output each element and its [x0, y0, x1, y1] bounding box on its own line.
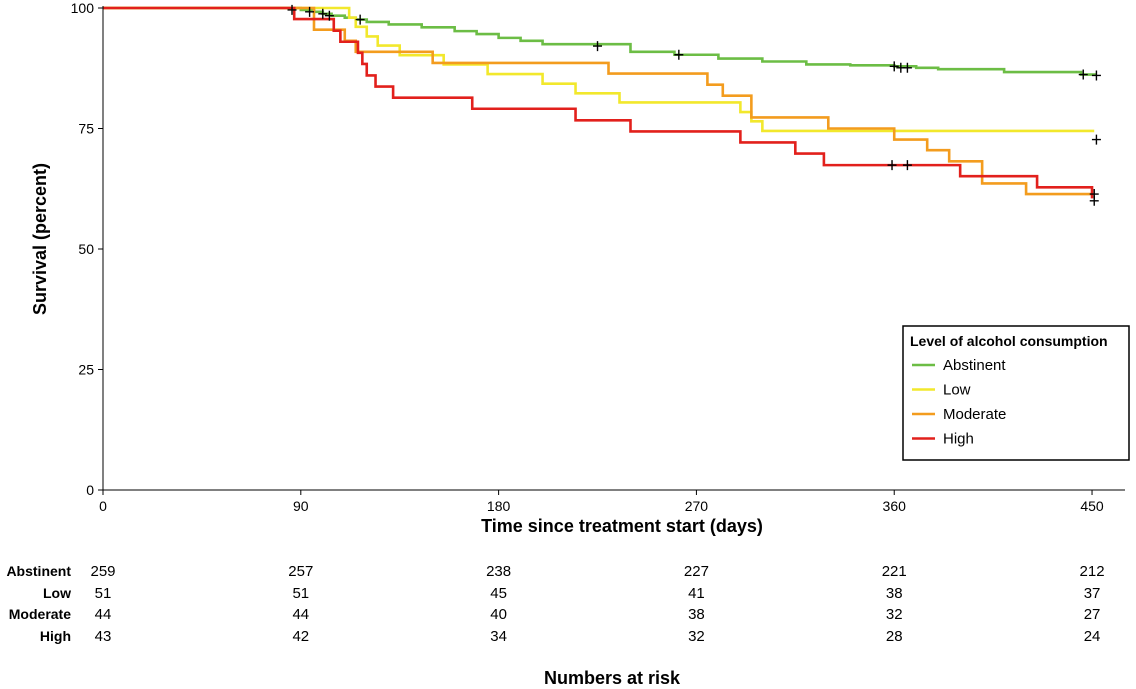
x-tick-label: 90 — [293, 498, 309, 514]
censor-mark-abstinent — [1078, 69, 1088, 80]
legend-title: Level of alcohol consumption — [910, 333, 1108, 349]
y-axis-title: Survival (percent) — [30, 163, 50, 315]
axes: 0 90 180 270 360 450 0 25 50 75 100 Time since tr… — [30, 0, 1125, 536]
x-tick-label: 0 — [99, 498, 107, 514]
risk-value-high: 32 — [688, 628, 705, 645]
censor-mark-abstinent — [324, 10, 334, 21]
x-tick-label: 360 — [883, 498, 907, 514]
survival-curves — [103, 4, 1101, 206]
y-tick-label: 50 — [78, 241, 94, 257]
risk-value-abstinent: 227 — [684, 563, 709, 580]
risk-value-low: 51 — [95, 585, 112, 602]
risk-value-moderate: 32 — [886, 606, 903, 623]
risk-row-name-abstinent: Abstinent — [6, 563, 71, 579]
censor-mark-abstinent — [305, 6, 315, 17]
risk-value-moderate: 38 — [688, 606, 705, 623]
risk-table: Abstinent 259 257 238 227 221 212 Low 51 51 45 41 38… — [6, 563, 1104, 688]
x-tick-label: 450 — [1080, 498, 1104, 514]
legend-box — [902, 325, 1130, 461]
censor-mark-abstinent — [287, 4, 297, 15]
x-axis-title: Time since treatment start (days) — [481, 516, 763, 536]
y-tick-label: 25 — [78, 362, 94, 378]
x-tick-label: 270 — [685, 498, 709, 514]
risk-value-moderate: 44 — [95, 606, 112, 623]
censor-mark-abstinent — [355, 14, 365, 25]
risk-row-name-moderate: Moderate — [9, 606, 71, 622]
censor-mark-abstinent — [1091, 70, 1101, 81]
risk-value-abstinent: 259 — [90, 563, 115, 580]
x-ticks: 0 90 180 270 360 450 — [99, 490, 1104, 514]
censor-mark-low — [1091, 134, 1101, 145]
risk-value-high: 42 — [292, 628, 309, 645]
risk-value-abstinent: 238 — [486, 563, 511, 580]
censor-mark-abstinent — [902, 62, 912, 73]
risk-value-moderate: 40 — [490, 606, 507, 623]
curve-high — [103, 6, 1094, 199]
risk-rows: Abstinent 259 257 238 227 221 212 Low 51 51 45 41 38… — [6, 563, 1104, 645]
risk-row-name-low: Low — [43, 585, 71, 601]
risk-value-abstinent: 212 — [1080, 563, 1105, 580]
risk-value-abstinent: 221 — [882, 563, 907, 580]
censor-mark-abstinent — [889, 61, 899, 72]
x-tick-label: 180 — [487, 498, 511, 514]
censor-mark-high — [887, 160, 897, 171]
risk-value-moderate: 44 — [292, 606, 309, 623]
legend-items: Abstinent Low Moderate High — [912, 357, 1006, 448]
censor-mark-high — [902, 160, 912, 171]
legend-label-moderate: Moderate — [943, 406, 1006, 423]
risk-row-name-high: High — [40, 628, 71, 644]
y-tick-label: 100 — [71, 0, 95, 16]
risk-value-abstinent: 257 — [288, 563, 313, 580]
risk-value-high: 28 — [886, 628, 903, 645]
risk-value-high: 43 — [95, 628, 112, 645]
legend: Level of alcohol consumption Abstinent Lo… — [902, 325, 1130, 461]
legend-label-low: Low — [943, 382, 971, 399]
curve-moderate — [103, 6, 1093, 196]
risk-value-low: 45 — [490, 585, 507, 602]
censor-mark-abstinent — [318, 8, 328, 19]
risk-value-high: 24 — [1084, 628, 1101, 645]
censor-mark-high — [1089, 195, 1099, 206]
y-tick-label: 75 — [78, 121, 94, 137]
curve-low — [103, 6, 1095, 133]
risk-value-high: 34 — [490, 628, 507, 645]
y-tick-label: 0 — [86, 482, 94, 498]
risk-value-low: 38 — [886, 585, 903, 602]
legend-label-abstinent: Abstinent — [943, 357, 1006, 374]
risk-value-low: 37 — [1084, 585, 1101, 602]
y-ticks: 0 25 50 75 100 — [71, 0, 103, 498]
censor-mark-abstinent — [593, 41, 603, 52]
risk-value-moderate: 27 — [1084, 606, 1101, 623]
risk-value-low: 41 — [688, 585, 705, 602]
legend-label-high: High — [943, 431, 974, 448]
curve-abstinent — [103, 6, 1097, 76]
risk-table-title: Numbers at risk — [544, 668, 681, 688]
risk-value-low: 51 — [292, 585, 309, 602]
censor-mark-abstinent — [674, 49, 684, 60]
